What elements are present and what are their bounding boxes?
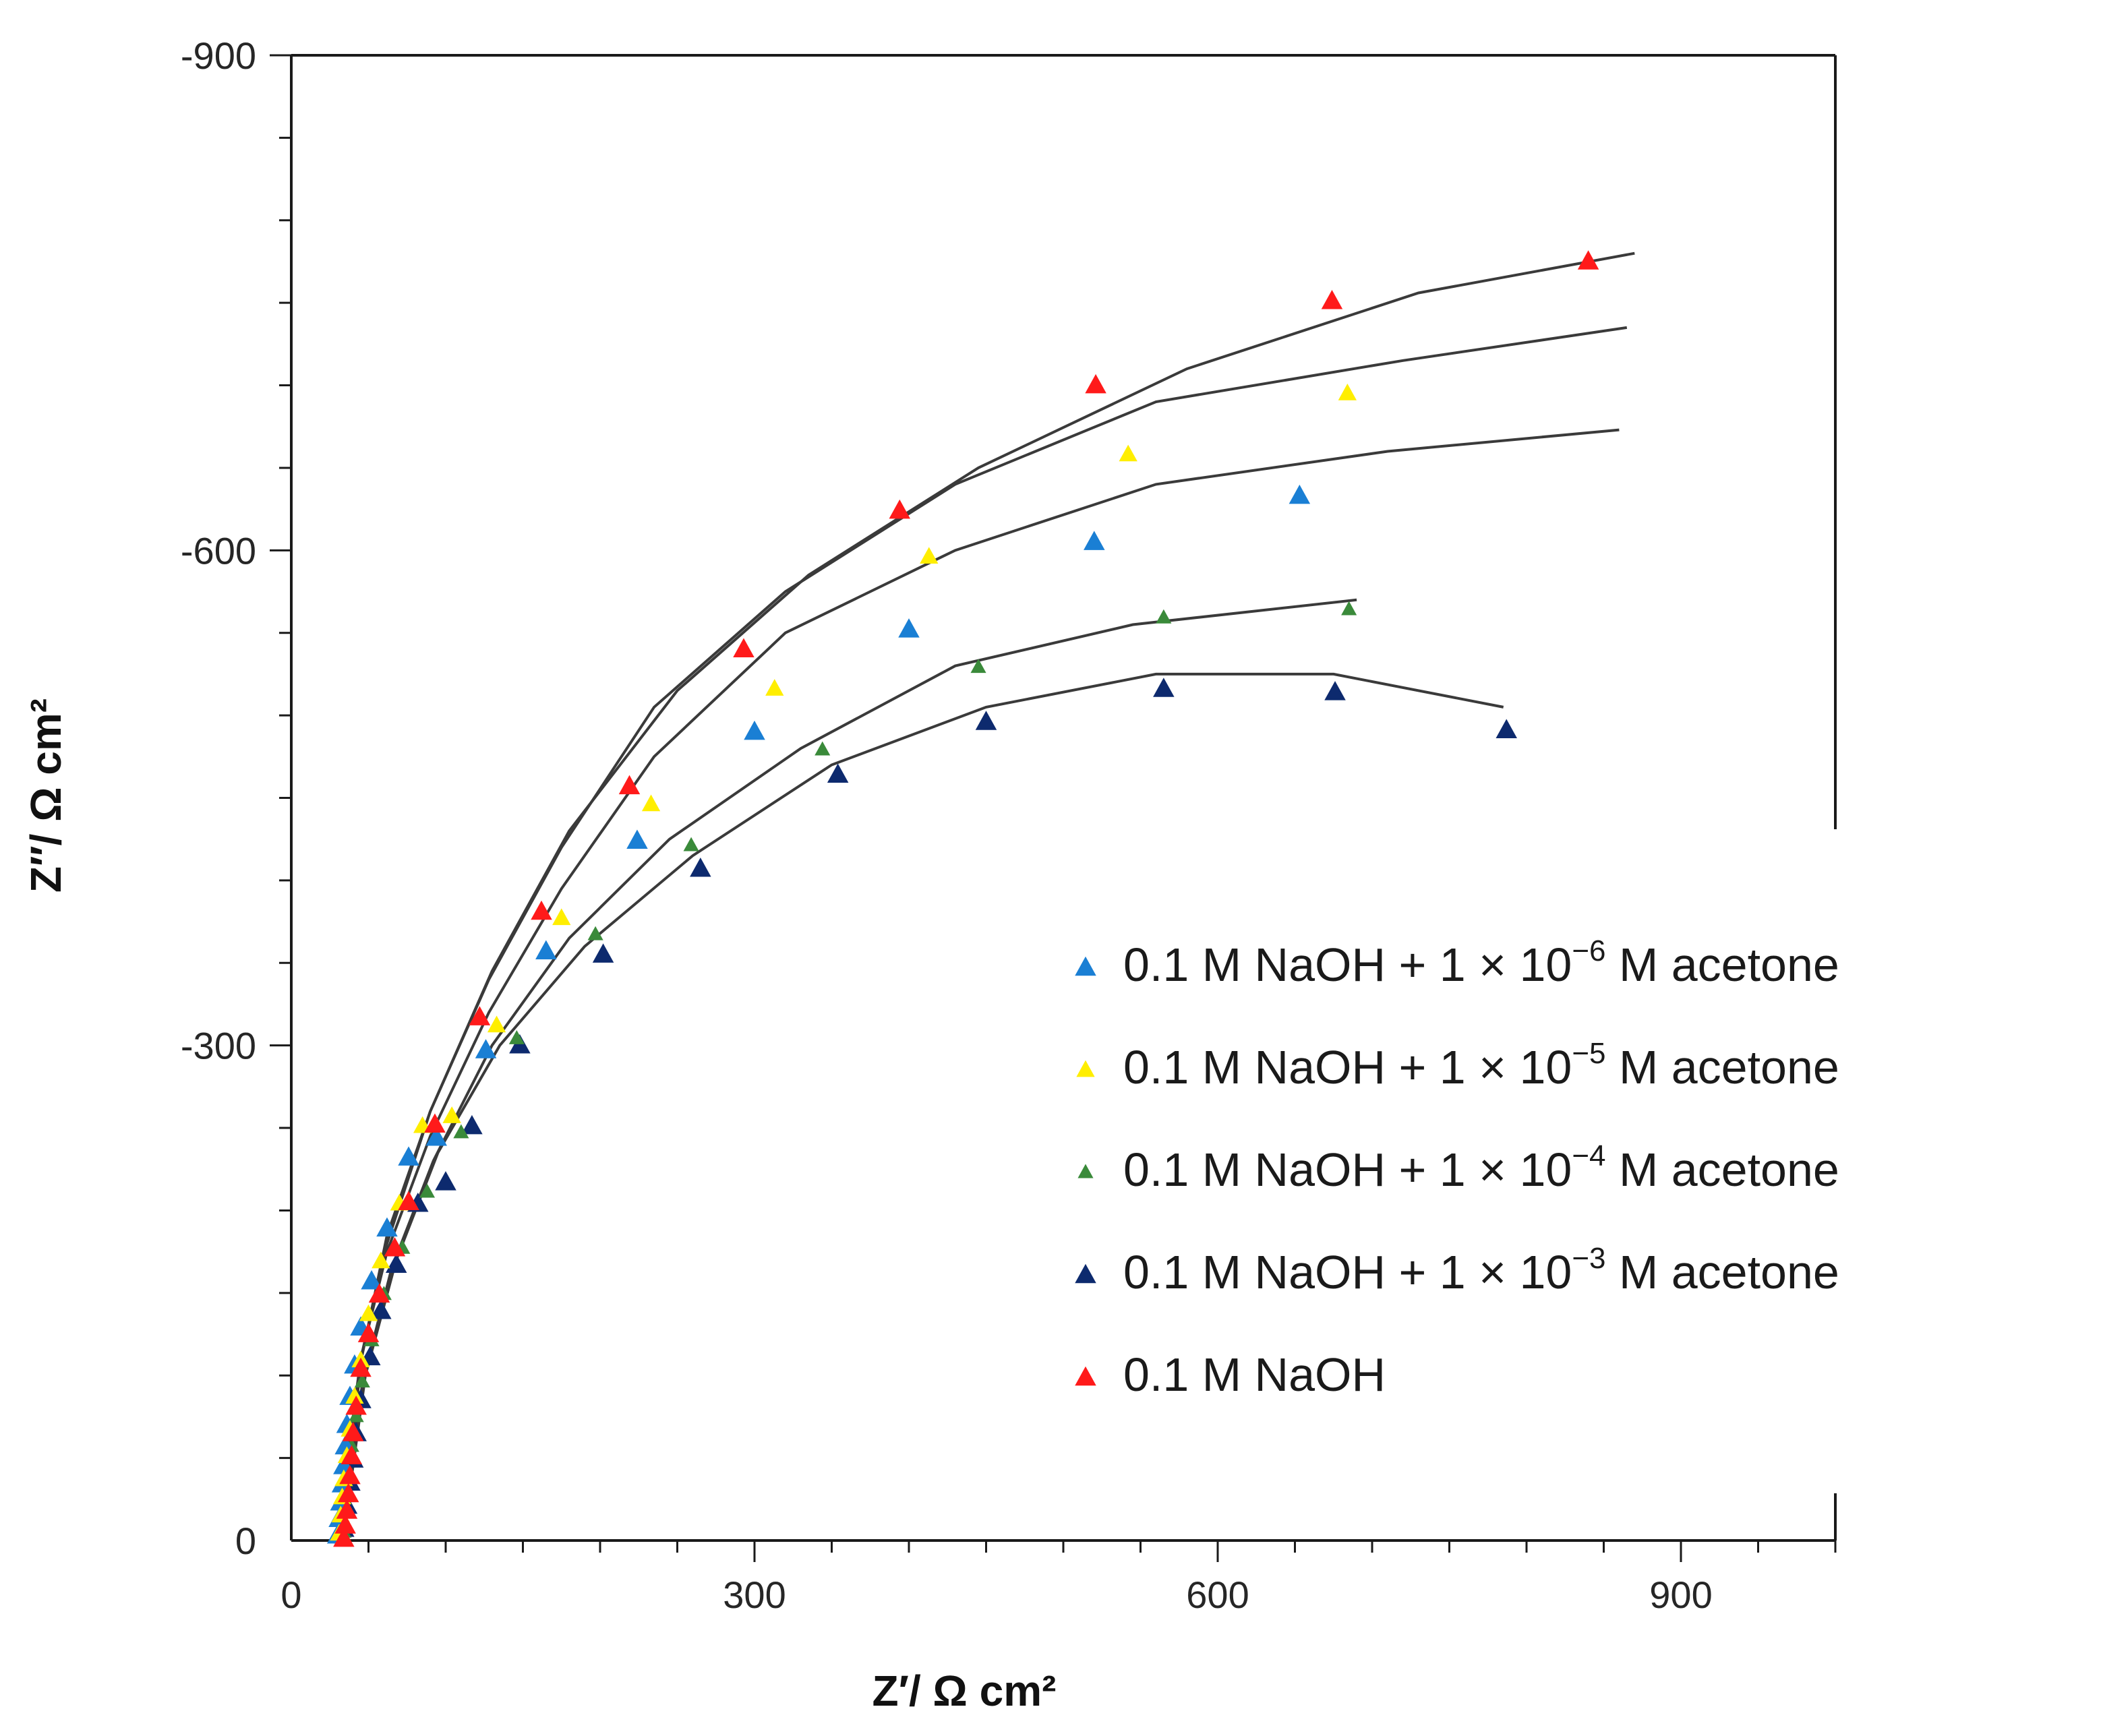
data-point bbox=[1084, 531, 1105, 550]
data-point bbox=[372, 1251, 390, 1269]
data-point bbox=[384, 1237, 406, 1257]
data-point bbox=[1119, 444, 1137, 462]
data-point bbox=[535, 940, 557, 959]
data-point bbox=[475, 1039, 497, 1058]
data-point bbox=[641, 794, 661, 812]
legend-marker bbox=[1076, 1060, 1095, 1077]
data-point bbox=[733, 638, 754, 658]
axis-tick-labels: 0 300 600 900 0 -300 -600 -900 bbox=[181, 34, 1713, 1616]
data-point bbox=[425, 1127, 448, 1146]
axis-ticks bbox=[270, 54, 1837, 1562]
data-point bbox=[765, 679, 784, 696]
data-point bbox=[531, 900, 552, 920]
data-point bbox=[552, 908, 571, 926]
y-tick-label: -600 bbox=[181, 529, 256, 572]
data-point bbox=[357, 1323, 380, 1342]
data-point bbox=[690, 858, 711, 877]
legend-label: 0.1 M NaOH bbox=[1123, 1348, 1386, 1401]
data-point bbox=[398, 1191, 419, 1211]
data-markers bbox=[326, 250, 1599, 1547]
data-point bbox=[508, 1029, 525, 1044]
data-point bbox=[345, 1387, 364, 1404]
data-point bbox=[975, 711, 997, 730]
legend-marker bbox=[1075, 1263, 1096, 1284]
x-tick-label: 900 bbox=[1649, 1574, 1712, 1616]
data-point bbox=[744, 720, 765, 740]
data-point bbox=[368, 1283, 390, 1303]
data-point bbox=[419, 1183, 436, 1198]
data-point bbox=[442, 1106, 461, 1123]
data-point bbox=[350, 1357, 372, 1377]
data-point bbox=[1289, 484, 1311, 504]
data-point bbox=[1341, 601, 1357, 616]
data-point bbox=[920, 547, 939, 564]
data-point bbox=[354, 1373, 370, 1388]
data-point bbox=[339, 1464, 361, 1485]
legend-marker bbox=[1077, 1164, 1094, 1178]
fit-line bbox=[336, 428, 1620, 1534]
x-tick-label: 300 bbox=[723, 1574, 786, 1616]
data-point bbox=[1153, 678, 1175, 697]
data-point bbox=[1085, 373, 1106, 394]
legend-label: 0.1 M NaOH + 1 × 10−5 M acetone bbox=[1123, 1037, 1839, 1094]
y-tick-label: -300 bbox=[181, 1025, 256, 1067]
data-point bbox=[398, 1146, 419, 1166]
data-point bbox=[461, 1114, 483, 1135]
data-point bbox=[435, 1171, 456, 1191]
data-point bbox=[370, 1300, 392, 1319]
data-point bbox=[1496, 719, 1517, 738]
x-axis-title: Z′/ Ω cm² bbox=[872, 1667, 1057, 1715]
fit-line bbox=[342, 672, 1504, 1534]
y-tick-label: 0 bbox=[235, 1520, 256, 1562]
data-point bbox=[334, 1514, 356, 1534]
data-point bbox=[970, 659, 986, 674]
data-point bbox=[376, 1217, 398, 1237]
data-point bbox=[1577, 250, 1599, 270]
data-point bbox=[889, 499, 911, 519]
data-point bbox=[361, 1270, 382, 1290]
x-tick-label: 600 bbox=[1186, 1574, 1249, 1616]
data-point bbox=[898, 618, 920, 638]
data-point bbox=[1321, 290, 1343, 309]
legend: 0.1 M NaOH + 1 × 10−6 M acetone 0.1 M NaO… bbox=[1075, 934, 1839, 1401]
data-point bbox=[1156, 609, 1172, 624]
data-point bbox=[626, 829, 648, 849]
data-point bbox=[683, 837, 699, 851]
data-point bbox=[618, 775, 641, 795]
data-point bbox=[341, 1445, 363, 1464]
y-axis-title: Z″/ Ω cm² bbox=[22, 698, 70, 893]
data-point bbox=[348, 1408, 364, 1423]
data-point bbox=[1338, 383, 1357, 400]
legend-marker bbox=[1075, 1366, 1096, 1386]
legend-label: 0.1 M NaOH + 1 × 10−6 M acetone bbox=[1123, 934, 1839, 991]
data-point bbox=[592, 943, 614, 963]
legend-marker bbox=[1075, 956, 1096, 976]
y-tick-label: -900 bbox=[181, 34, 256, 77]
data-point bbox=[333, 1527, 355, 1547]
data-point bbox=[337, 1483, 359, 1503]
data-point bbox=[342, 1422, 364, 1441]
legend-label: 0.1 M NaOH + 1 × 10−3 M acetone bbox=[1123, 1242, 1839, 1298]
data-point bbox=[487, 1015, 506, 1033]
data-point bbox=[815, 741, 831, 756]
data-point bbox=[1324, 681, 1346, 700]
data-point bbox=[345, 1396, 367, 1415]
data-point bbox=[587, 926, 603, 940]
data-point bbox=[424, 1113, 446, 1133]
data-point bbox=[827, 763, 849, 783]
data-point bbox=[385, 1253, 407, 1274]
x-tick-label: 0 bbox=[280, 1574, 301, 1616]
data-point bbox=[469, 1006, 491, 1025]
data-point bbox=[359, 1304, 378, 1321]
data-point bbox=[453, 1124, 469, 1139]
data-point bbox=[336, 1499, 358, 1519]
legend-label: 0.1 M NaOH + 1 × 10−4 M acetone bbox=[1123, 1139, 1839, 1196]
